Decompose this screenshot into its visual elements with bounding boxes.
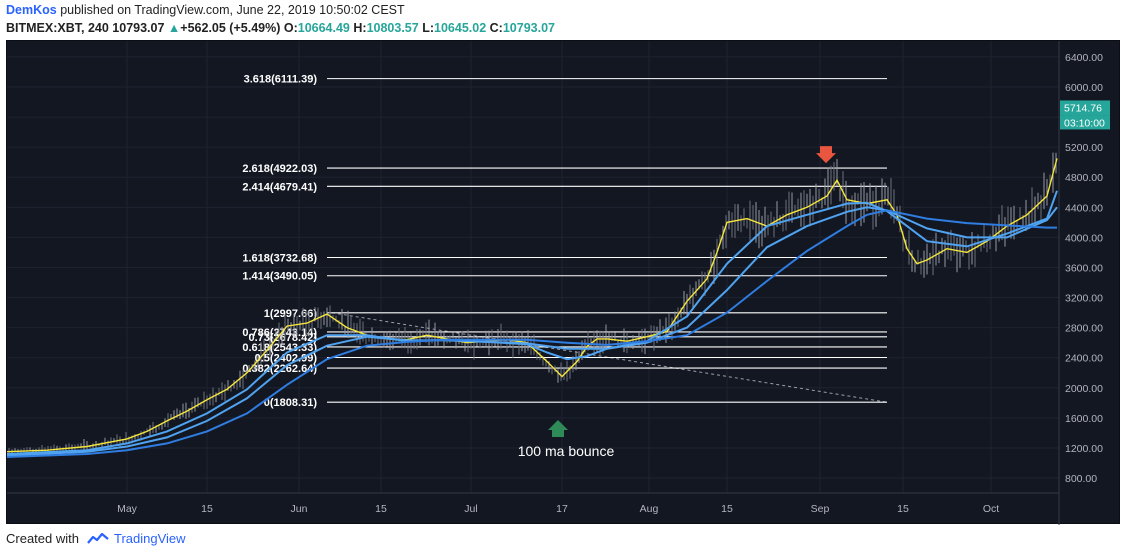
published-text: published on TradingView.com, June 22, 2… <box>60 3 405 17</box>
fib-level-label: 0.382(2262.64) <box>242 363 317 375</box>
up-arrow-icon <box>548 420 568 437</box>
close-label: C: <box>489 21 503 35</box>
open-label: O: <box>283 21 298 35</box>
x-tick-label: Oct <box>983 503 999 515</box>
symbol-label: BITMEX:XBT, 240 <box>6 21 109 35</box>
last-price: 10793.07 <box>112 21 165 35</box>
y-tick-label: 800.00 <box>1065 473 1097 485</box>
y-tick-label: 1600.00 <box>1065 413 1103 425</box>
high-label: H: <box>353 21 367 35</box>
x-tick-label: Aug <box>640 503 659 515</box>
price-tag-time: 03:10:00 <box>1064 117 1105 129</box>
y-tick-label: 2400.00 <box>1065 353 1103 365</box>
moving-average-line <box>7 209 1057 458</box>
fib-level-label: 0.786(2743.14) <box>242 327 317 339</box>
y-tick-label: 4000.00 <box>1065 232 1103 244</box>
x-tick-label: 15 <box>897 503 909 515</box>
down-arrow-icon <box>816 146 836 164</box>
y-tick-label: 2000.00 <box>1065 383 1103 395</box>
price-change: +562.05 (+5.49%) <box>180 21 281 35</box>
author-name[interactable]: DemKos <box>6 3 57 17</box>
annotation-text: 100 ma bounce <box>518 443 615 459</box>
y-tick-label: 3600.00 <box>1065 262 1103 274</box>
footer: Created with TradingView <box>6 531 186 546</box>
moving-average-line <box>7 158 1058 453</box>
x-tick-label: Jul <box>464 503 477 515</box>
x-tick-label: 15 <box>375 503 387 515</box>
price-tag-time-box <box>1060 115 1110 130</box>
y-tick-label: 4800.00 <box>1065 172 1103 184</box>
moving-average-line <box>7 190 1058 455</box>
high-value: 10803.57 <box>366 21 419 35</box>
fib-level-label: 2.414(4679.41) <box>242 181 317 193</box>
symbol-info: BITMEX:XBT, 240 10793.07 ▲+562.05 (+5.49… <box>6 21 555 35</box>
low-value: 10645.02 <box>434 21 487 35</box>
x-tick-label: Jun <box>291 503 308 515</box>
fib-level-label: 0(1808.31) <box>264 397 318 409</box>
created-with-text: Created with <box>6 531 79 546</box>
x-tick-label: May <box>117 503 138 515</box>
price-tag-value: 5714.76 <box>1064 102 1102 114</box>
y-tick-label: 6400.00 <box>1065 52 1103 64</box>
y-tick-label: 1200.00 <box>1065 443 1103 455</box>
tradingview-brand[interactable]: TradingView <box>114 531 186 546</box>
tradingview-logo-icon <box>86 532 109 544</box>
trend-line <box>331 312 888 403</box>
fib-level-label: 2.618(4922.03) <box>242 163 317 175</box>
price-tag-box <box>1060 100 1110 116</box>
moving-average-line <box>7 206 1058 457</box>
low-label: L: <box>422 21 435 35</box>
close-value: 10793.07 <box>502 21 555 35</box>
fib-level-label: 1.618(3732.68) <box>242 253 317 265</box>
chart-panel[interactable]: 800.00 1200.00 1600.00 2000.00 2400.00 2800.0… <box>6 40 1121 525</box>
x-tick-label: 17 <box>556 503 568 515</box>
fib-level-label: 3.618(6111.39) <box>244 74 318 86</box>
y-tick-label: 2800.00 <box>1065 323 1103 335</box>
publish-info: DemKos published on TradingView.com, Jun… <box>6 3 405 17</box>
x-tick-label: 15 <box>201 503 213 515</box>
y-tick-label: 6000.00 <box>1065 82 1103 94</box>
y-tick-label: 3200.00 <box>1065 293 1103 305</box>
x-tick-label: Sep <box>811 503 830 515</box>
y-tick-label: 5200.00 <box>1065 142 1103 154</box>
y-tick-label: 4400.00 <box>1065 202 1103 214</box>
price-chart[interactable]: 800.00 1200.00 1600.00 2000.00 2400.00 2800.0… <box>7 41 1121 525</box>
fib-level-label: 1.414(3490.05) <box>242 271 317 283</box>
open-value: 10664.49 <box>297 21 350 35</box>
fib-level-label: 0.73(2678.42) <box>249 332 318 344</box>
fib-level-label: 1(2997.66) <box>264 308 318 320</box>
up-triangle-icon: ▲ <box>167 21 181 35</box>
x-tick-label: 15 <box>721 503 733 515</box>
